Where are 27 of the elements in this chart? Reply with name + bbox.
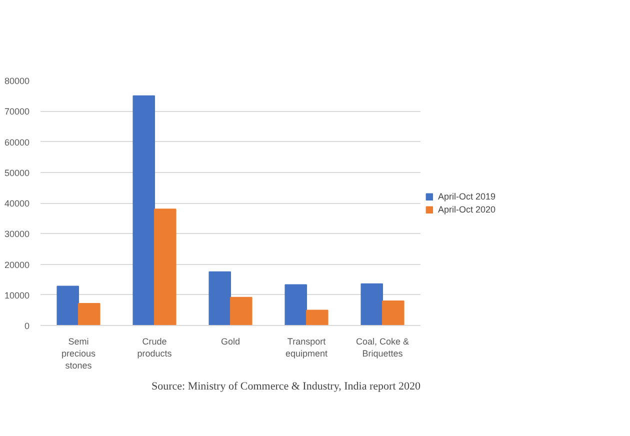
bar	[132, 95, 155, 326]
source-note: Source: Ministry of Commerce & Industry, India report 2020	[151, 380, 421, 392]
y-tick-label: 80000	[4, 76, 30, 86]
y-tick-label: 50000	[4, 168, 30, 178]
bar	[306, 310, 328, 326]
x-tick-label: Gold	[220, 336, 240, 346]
legend-label: April-Oct 2019	[438, 191, 496, 201]
bar	[382, 300, 404, 326]
x-tick-label: Semi precious stones	[61, 336, 96, 370]
bar	[154, 208, 176, 326]
bar	[230, 296, 252, 326]
y-tick-label: 10000	[4, 290, 30, 300]
legend-label: April-Oct 2020	[438, 204, 496, 214]
y-tick-label: 40000	[4, 198, 30, 208]
y-tick-label: 60000	[4, 137, 30, 148]
y-tick-label: 30000	[4, 229, 30, 240]
bar	[360, 283, 383, 326]
x-tick-label: Transport equipment	[285, 336, 328, 358]
y-tick-label: 0	[24, 321, 30, 331]
x-tick-label: Coal, Coke & Briquettes	[356, 336, 410, 358]
x-tick-label: Crude products	[137, 336, 172, 358]
y-tick-label: 20000	[4, 260, 30, 270]
bar	[56, 286, 79, 326]
y-tick-label: 70000	[4, 106, 30, 117]
bar	[208, 271, 231, 326]
bar	[284, 284, 307, 326]
bar	[78, 302, 100, 326]
